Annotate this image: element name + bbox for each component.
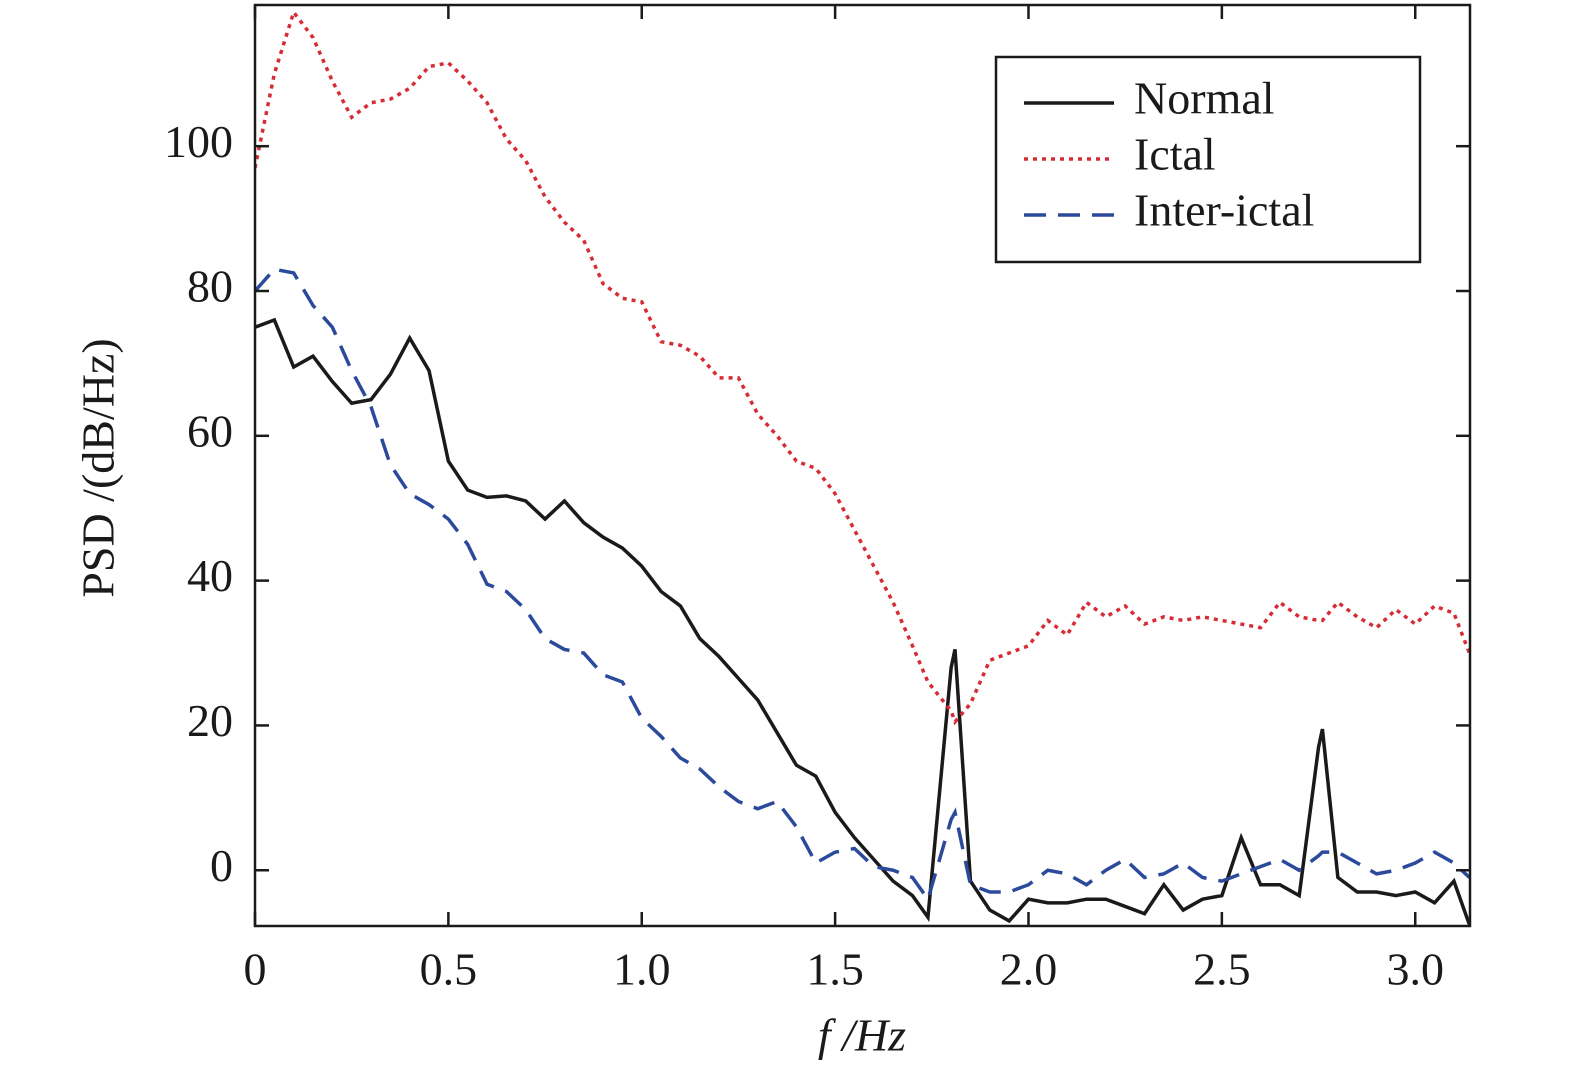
x-axis-label: f /Hz <box>818 1010 906 1061</box>
data-line <box>255 317 1470 926</box>
axes-box <box>253 3 1472 928</box>
y-tick-label: 60 <box>187 405 233 456</box>
x-tick-label: 2.5 <box>1193 944 1251 995</box>
y-tick-label: 40 <box>187 550 233 601</box>
x-tick-label: 2.0 <box>1000 944 1058 995</box>
y-tick-label: 0 <box>210 840 233 891</box>
plot-area <box>255 8 1470 926</box>
y-axis-label: PSD /(dB/Hz) <box>73 338 124 597</box>
x-tick-label: 1.0 <box>613 944 671 995</box>
legend-label: Inter-ictal <box>1134 185 1314 236</box>
y-tick-label: 20 <box>187 695 233 746</box>
data-line <box>255 267 1470 904</box>
legend-label: Normal <box>1134 73 1275 124</box>
legend-label: Ictal <box>1134 129 1216 180</box>
y-tick-label: 80 <box>187 261 233 312</box>
legend-box <box>994 55 1422 264</box>
x-tick-label: 1.5 <box>806 944 864 995</box>
y-tick-label: 100 <box>164 116 233 167</box>
x-tick-label: 0.5 <box>420 944 478 995</box>
x-tick-label: 3.0 <box>1386 944 1444 995</box>
data-line <box>255 8 1470 726</box>
x-tick-label: 0 <box>244 944 267 995</box>
